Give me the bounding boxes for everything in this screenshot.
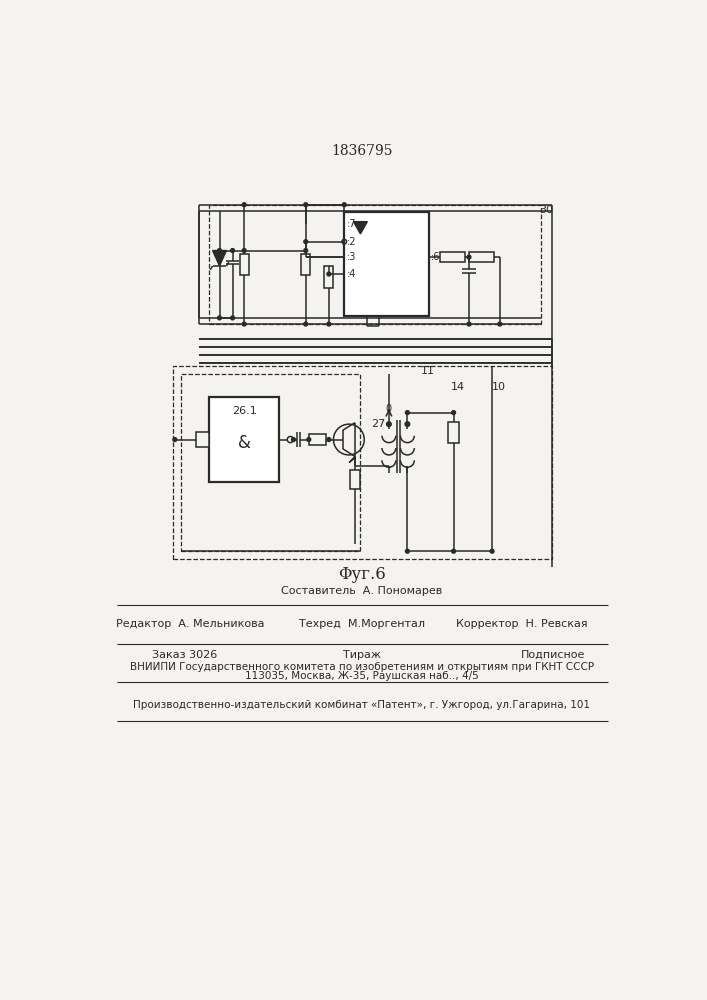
Text: :7: :7 xyxy=(346,219,356,229)
Circle shape xyxy=(243,203,246,207)
Bar xyxy=(209,397,279,482)
Bar xyxy=(448,422,459,443)
Text: Подписное: Подписное xyxy=(521,650,585,660)
Polygon shape xyxy=(213,251,226,266)
Circle shape xyxy=(304,249,308,252)
Circle shape xyxy=(173,438,177,441)
Circle shape xyxy=(327,438,331,441)
Text: :4: :4 xyxy=(346,269,356,279)
Circle shape xyxy=(498,322,502,326)
Text: 1836795: 1836795 xyxy=(331,144,392,158)
Circle shape xyxy=(387,422,391,426)
Circle shape xyxy=(230,316,235,320)
Text: :3: :3 xyxy=(346,252,356,262)
Bar xyxy=(301,254,310,275)
Bar xyxy=(309,434,326,445)
Circle shape xyxy=(218,316,221,320)
Text: &: & xyxy=(238,434,250,452)
Circle shape xyxy=(490,549,494,553)
Text: Тираж: Тираж xyxy=(343,650,381,660)
Circle shape xyxy=(452,411,455,415)
Text: Корректор  Н. Ревская: Корректор Н. Ревская xyxy=(455,619,587,629)
Circle shape xyxy=(467,255,471,259)
Text: 26.1: 26.1 xyxy=(232,406,257,416)
Bar xyxy=(209,205,541,324)
Text: Составитель  А. Пономарев: Составитель А. Пономарев xyxy=(281,586,443,596)
Circle shape xyxy=(243,322,246,326)
Bar xyxy=(181,374,360,551)
Text: Производственно-издательский комбинат «Патент», г. Ужгород, ул.Гагарина, 101: Производственно-издательский комбинат «П… xyxy=(134,700,590,710)
Circle shape xyxy=(304,322,308,326)
Circle shape xyxy=(467,322,471,326)
Circle shape xyxy=(327,322,331,326)
Bar xyxy=(350,470,361,489)
Circle shape xyxy=(405,422,409,426)
Circle shape xyxy=(291,438,296,441)
Circle shape xyxy=(405,411,409,415)
Circle shape xyxy=(230,249,235,252)
Bar xyxy=(344,212,429,316)
Text: 10: 10 xyxy=(492,382,506,392)
Bar xyxy=(325,266,334,288)
Bar xyxy=(469,252,493,262)
Text: ВНИИПИ Государственного комитета по изобретениям и открытиям при ГКНТ СССР: ВНИИПИ Государственного комитета по изоб… xyxy=(130,662,594,672)
Polygon shape xyxy=(349,456,355,463)
Circle shape xyxy=(327,272,331,276)
Circle shape xyxy=(405,549,409,553)
Text: 0: 0 xyxy=(386,404,392,414)
Circle shape xyxy=(304,203,308,207)
Bar xyxy=(440,252,465,262)
Text: 30: 30 xyxy=(539,205,553,215)
Text: Техред  М.Моргентал: Техред М.Моргентал xyxy=(299,619,425,629)
Circle shape xyxy=(452,549,455,553)
Circle shape xyxy=(304,240,308,244)
Text: Заказ 3026: Заказ 3026 xyxy=(152,650,217,660)
Circle shape xyxy=(307,438,311,441)
Text: Редактор  А. Мельникова: Редактор А. Мельникова xyxy=(116,619,264,629)
Text: :6: :6 xyxy=(431,252,440,262)
Text: 14: 14 xyxy=(450,382,464,392)
Text: Φуг.6: Φуг.6 xyxy=(338,566,386,583)
Text: :2: :2 xyxy=(346,237,356,247)
Text: 11: 11 xyxy=(421,366,436,376)
Bar xyxy=(173,366,552,559)
Text: 27: 27 xyxy=(370,419,385,429)
Circle shape xyxy=(243,249,246,252)
Polygon shape xyxy=(354,222,368,234)
Text: 113035, Москва, Ж-35, Раушская наб.., 4/5: 113035, Москва, Ж-35, Раушская наб.., 4/… xyxy=(245,671,479,681)
Bar xyxy=(240,254,249,275)
Bar xyxy=(196,432,209,447)
Circle shape xyxy=(218,249,221,252)
Circle shape xyxy=(342,203,346,207)
